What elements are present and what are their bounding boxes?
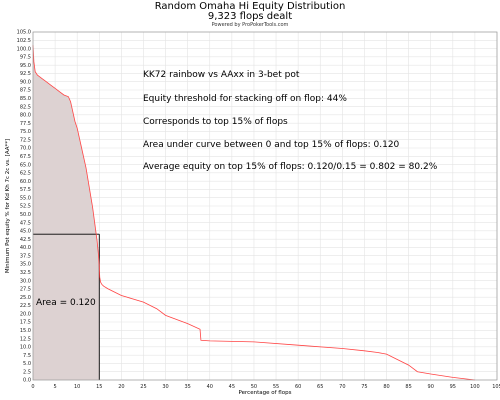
y-tick-label: 67.5 <box>20 154 31 160</box>
chart-subtitle: 9,323 flops dealt <box>207 11 293 22</box>
x-tick-label: 50 <box>251 384 257 390</box>
x-axis-label: Percentage of flops <box>239 390 292 396</box>
x-tick-label: 95 <box>450 384 456 390</box>
tick-labels: 0 5 10 15 20 25 30 35 40 45 50 55 60 65 70 75 80 85 90 95 10… <box>17 30 500 390</box>
y-tick-label: 7.5 <box>23 353 31 359</box>
x-tick-label: 15 <box>96 384 102 390</box>
y-tick-label: 105.0 <box>17 30 31 36</box>
x-tick-label: 20 <box>118 384 124 390</box>
y-tick-label: 10.0 <box>20 345 31 351</box>
area-under-curve <box>33 45 100 380</box>
y-tick-label: 72.5 <box>20 137 31 143</box>
chart-credit: Powered by ProPokerTools.com <box>211 22 289 28</box>
y-tick-label: 15.0 <box>20 328 31 334</box>
y-tick-label: 65.0 <box>20 162 31 168</box>
x-tick-label: 100 <box>470 384 480 390</box>
y-tick-label: 35.0 <box>20 262 31 268</box>
y-tick-label: 17.5 <box>20 320 31 326</box>
x-tick-label: 80 <box>383 384 389 390</box>
y-tick-label: 40.0 <box>20 245 31 251</box>
x-tick-label: 105 <box>492 384 500 390</box>
y-tick-label: 82.5 <box>20 104 31 110</box>
y-tick-label: 37.5 <box>20 253 31 259</box>
x-tick-label: 75 <box>361 384 367 390</box>
y-tick-label: 27.5 <box>20 287 31 293</box>
y-tick-label: 0.0 <box>23 378 31 384</box>
y-tick-label: 45.0 <box>20 229 31 235</box>
y-tick-label: 80.0 <box>20 113 31 119</box>
grid <box>32 31 498 381</box>
x-tick-label: 65 <box>317 384 323 390</box>
y-tick-label: 100.0 <box>17 46 31 52</box>
x-tick-label: 85 <box>405 384 411 390</box>
y-tick-label: 5.0 <box>23 361 31 367</box>
x-tick-label: 35 <box>184 384 190 390</box>
y-tick-label: 90.0 <box>20 79 31 85</box>
annotation-area: Area under curve between 0 and top 15% o… <box>143 140 400 150</box>
y-tick-label: 85.0 <box>20 96 31 102</box>
x-tick-label: 70 <box>339 384 345 390</box>
y-tick-label: 50.0 <box>20 212 31 218</box>
y-tick-label: 97.5 <box>20 55 31 61</box>
x-tick-label: 10 <box>74 384 80 390</box>
x-tick-label: 45 <box>229 384 235 390</box>
x-tick-label: 25 <box>140 384 146 390</box>
y-tick-label: 77.5 <box>20 121 31 127</box>
y-tick-label: 30.0 <box>20 278 31 284</box>
annotation-matchup: KK72 rainbow vs AAxx in 3-bet pot <box>143 70 300 80</box>
y-tick-label: 102.5 <box>17 38 31 44</box>
chart-title: Random Omaha Hi Equity Distribution <box>154 1 346 12</box>
y-tick-label: 32.5 <box>20 270 31 276</box>
y-tick-label: 22.5 <box>20 303 31 309</box>
y-tick-label: 2.5 <box>23 369 31 375</box>
x-tick-label: 0 <box>31 384 34 390</box>
x-tick-label: 30 <box>162 384 168 390</box>
y-tick-label: 62.5 <box>20 171 31 177</box>
x-tick-label: 90 <box>428 384 434 390</box>
y-tick-label: 42.5 <box>20 237 31 243</box>
y-tick-label: 47.5 <box>20 220 31 226</box>
plot-frame <box>32 31 498 381</box>
annotation-top-flops: Corresponds to top 15% of flops <box>143 117 288 127</box>
y-tick-label: 70.0 <box>20 146 31 152</box>
area-label: Area = 0.120 <box>36 298 96 308</box>
x-tick-label: 55 <box>273 384 279 390</box>
x-tick-label: 5 <box>54 384 57 390</box>
annotation-average-equity: Average equity on top 15% of flops: 0.12… <box>143 162 438 172</box>
y-tick-label: 95.0 <box>20 63 31 69</box>
y-tick-label: 55.0 <box>20 195 31 201</box>
x-tick-label: 40 <box>207 384 213 390</box>
y-tick-label: 92.5 <box>20 71 31 77</box>
y-tick-label: 52.5 <box>20 204 31 210</box>
y-tick-label: 57.5 <box>20 187 31 193</box>
x-tick-label: 60 <box>295 384 301 390</box>
y-axis-label: Minimum Pot equity % for Kd Kh 7c 2c vs.… <box>5 139 11 273</box>
annotation-threshold: Equity threshold for stacking off on flo… <box>143 94 347 104</box>
y-tick-label: 12.5 <box>20 336 31 342</box>
y-tick-label: 20.0 <box>20 311 31 317</box>
equity-curve-line <box>32 45 475 381</box>
y-tick-label: 25.0 <box>20 295 31 301</box>
y-tick-label: 60.0 <box>20 179 31 185</box>
y-tick-label: 87.5 <box>20 88 31 94</box>
y-tick-label: 75.0 <box>20 129 31 135</box>
